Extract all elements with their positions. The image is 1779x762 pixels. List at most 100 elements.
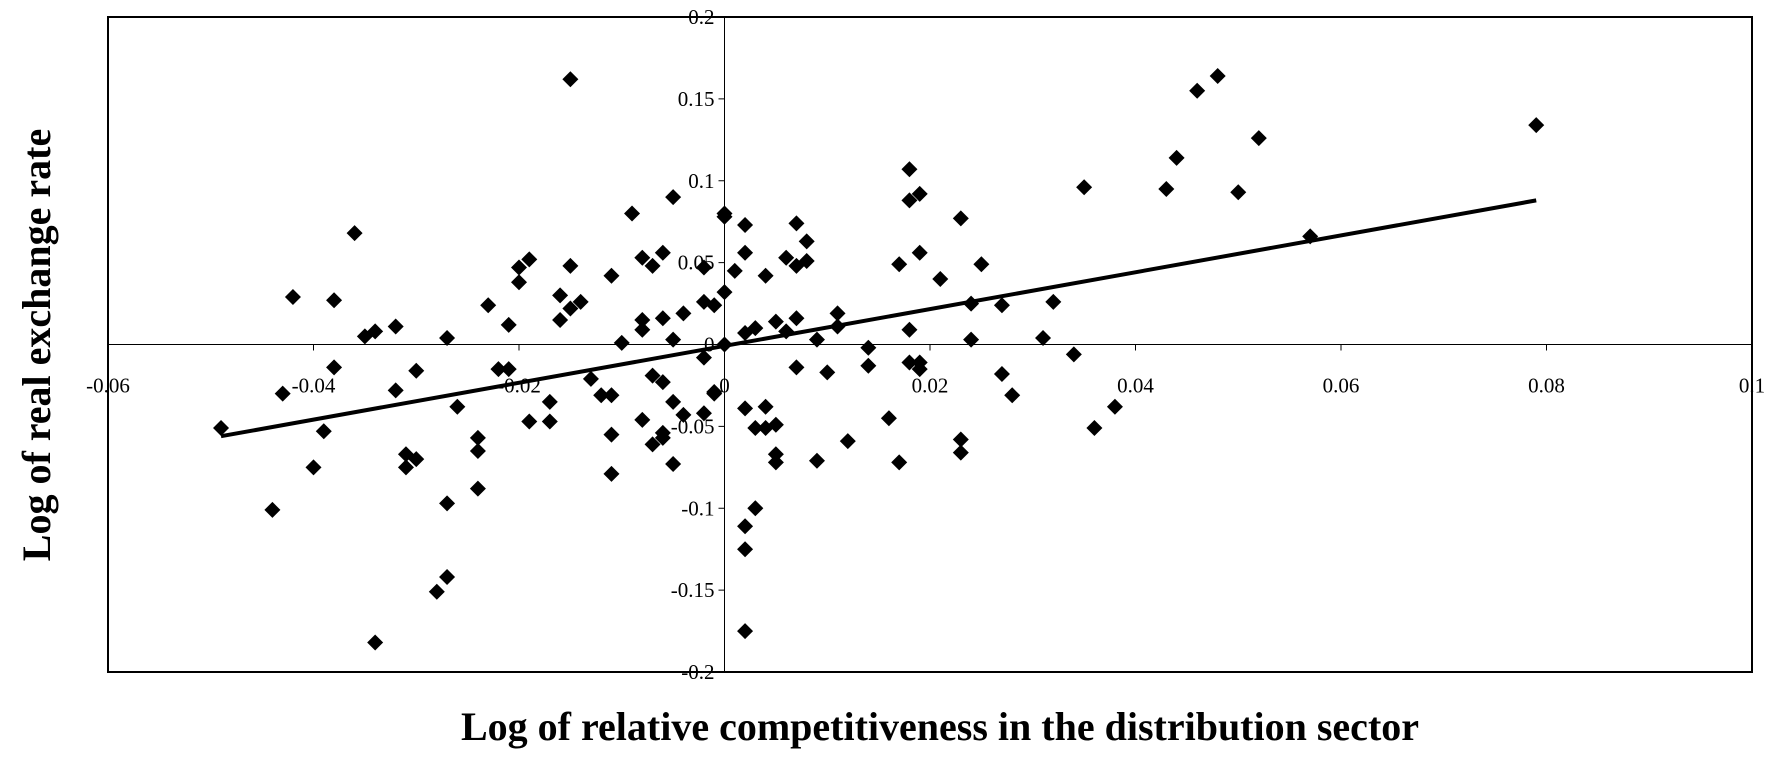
point xyxy=(439,495,456,512)
point xyxy=(1189,82,1206,99)
point xyxy=(932,271,949,287)
y-tick-label: -0.05 xyxy=(671,414,715,438)
point xyxy=(798,233,815,250)
point xyxy=(757,267,774,284)
point xyxy=(624,205,641,222)
point xyxy=(428,583,445,600)
x-tick-label: 0.02 xyxy=(912,374,949,398)
point xyxy=(367,323,384,340)
point xyxy=(654,244,671,261)
point xyxy=(521,251,538,268)
point xyxy=(346,225,363,242)
point xyxy=(1106,398,1123,415)
point xyxy=(952,444,969,461)
y-tick-label: -0.1 xyxy=(681,496,714,520)
y-axis-title: Log of real exchange rate xyxy=(14,129,59,561)
point xyxy=(695,259,712,276)
point xyxy=(613,334,630,351)
point xyxy=(778,249,795,266)
point xyxy=(1004,387,1021,404)
point xyxy=(706,297,723,314)
point xyxy=(562,71,579,88)
point xyxy=(480,297,497,314)
point xyxy=(716,208,733,225)
point xyxy=(808,331,825,348)
point xyxy=(213,420,230,437)
y-tick-label: 0.1 xyxy=(688,169,714,193)
point xyxy=(654,310,671,327)
point xyxy=(1086,420,1103,437)
point xyxy=(326,292,343,309)
point xyxy=(439,329,456,346)
point xyxy=(644,436,661,453)
point xyxy=(993,297,1010,314)
point xyxy=(737,400,754,417)
point xyxy=(860,357,877,374)
point xyxy=(767,416,784,433)
point xyxy=(716,284,733,301)
point xyxy=(737,518,754,535)
point xyxy=(747,420,764,437)
point xyxy=(726,262,743,279)
point xyxy=(675,406,692,423)
point xyxy=(839,433,856,450)
point xyxy=(1035,329,1052,346)
point xyxy=(901,192,918,209)
point xyxy=(952,210,969,227)
point xyxy=(819,364,836,381)
y-tick-label: 0.2 xyxy=(688,5,714,29)
y-tick-label: 0.05 xyxy=(678,251,715,275)
point xyxy=(1250,130,1267,147)
point xyxy=(891,454,908,471)
point xyxy=(500,361,517,378)
point xyxy=(305,459,322,476)
point xyxy=(901,321,918,338)
point xyxy=(593,387,610,404)
point xyxy=(387,318,404,335)
point xyxy=(552,311,569,328)
point xyxy=(911,244,928,261)
point xyxy=(1168,149,1185,166)
point xyxy=(541,413,558,430)
point xyxy=(695,349,712,366)
point xyxy=(603,387,620,404)
point xyxy=(767,313,784,330)
point xyxy=(603,426,620,443)
point xyxy=(521,413,538,430)
x-axis-title: Log of relative competitiveness in the d… xyxy=(461,704,1419,749)
point xyxy=(993,365,1010,382)
point xyxy=(469,480,486,497)
point xyxy=(901,354,918,371)
point xyxy=(284,289,301,306)
point xyxy=(603,267,620,284)
point xyxy=(860,339,877,356)
x-tick-label: 0.04 xyxy=(1117,374,1154,398)
point xyxy=(737,623,754,640)
point xyxy=(634,411,651,428)
point xyxy=(449,398,466,415)
point xyxy=(439,569,456,586)
point xyxy=(582,370,599,387)
point xyxy=(1045,293,1062,310)
point xyxy=(387,382,404,399)
point xyxy=(634,321,651,338)
point xyxy=(1209,67,1226,84)
point xyxy=(798,252,815,269)
x-tick-label: 0.08 xyxy=(1528,374,1565,398)
point xyxy=(788,310,805,327)
point xyxy=(603,465,620,482)
point xyxy=(665,189,682,206)
x-tick-label: -0.06 xyxy=(86,374,130,398)
point xyxy=(644,367,661,384)
point xyxy=(367,634,384,651)
point xyxy=(397,459,414,476)
point xyxy=(788,215,805,232)
point xyxy=(562,300,579,317)
point xyxy=(767,446,784,463)
point xyxy=(665,393,682,410)
point xyxy=(737,541,754,558)
point xyxy=(706,385,723,402)
y-tick-label: 0 xyxy=(704,333,715,357)
point xyxy=(469,429,486,446)
